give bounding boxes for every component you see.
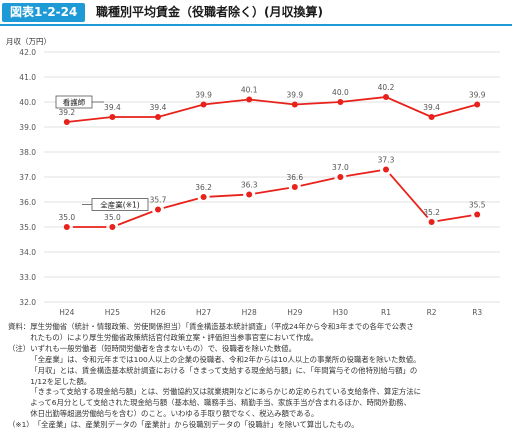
figure-title: 職種別平均賃金（役職者除く）(月収換算) xyxy=(96,5,323,19)
data-label: 39.4 xyxy=(423,103,440,112)
data-point xyxy=(155,206,161,213)
series-label-all: 全産業(※1) xyxy=(100,200,139,210)
y-tick-label: 33.0 xyxy=(19,273,36,282)
note-line: 休日出勤等超過労働給与を含む）のこと。いわゆる手取り額でなく、税込み額である。 xyxy=(30,409,319,419)
note-line: 「全産業」は、令和元年までは100人以上の企業の役職者、令和2年からは10人以上… xyxy=(30,354,421,364)
data-point xyxy=(383,94,389,100)
note-line: いずれも一般労働者（短時間労働者を含まないもの）で、役職者を除いた数値。 xyxy=(30,343,296,353)
y-axis-label: 月収（万円） xyxy=(6,37,51,46)
x-tick-label: R3 xyxy=(472,308,482,316)
data-label: 39.9 xyxy=(195,91,212,100)
x-tick-label: R1 xyxy=(381,308,391,316)
data-point xyxy=(200,194,207,200)
series-segment-1 xyxy=(209,193,244,198)
note-row: 資料： 厚生労働省（統計・情報政策、労使関係担当）「賃金構造基本統計調査」（平成2… xyxy=(8,322,506,344)
data-label: 36.2 xyxy=(195,183,212,192)
notes-section: 資料： 厚生労働省（統計・情報政策、労使関係担当）「賃金構造基本統計調査」（平成2… xyxy=(8,322,506,431)
y-tick-label: 34.0 xyxy=(19,248,36,257)
note-body: 厚生労働省（統計・情報政策、労使関係担当）「賃金構造基本統計調査」（平成24年か… xyxy=(30,322,506,344)
series-segment-1 xyxy=(437,214,472,222)
data-point xyxy=(246,96,253,103)
y-tick-label: 36.0 xyxy=(19,198,36,207)
data-label: 39.9 xyxy=(286,91,303,100)
data-point xyxy=(291,184,298,190)
note-line: よって6月分として支給された現金給与額（基本給、職務手当、精勤手当、家族手当が含… xyxy=(30,398,411,408)
series-label-nurse: 看護師 xyxy=(63,97,86,107)
data-point xyxy=(63,224,70,230)
note-line: 厚生労働省（統計・情報政策、労使関係担当）「賃金構造基本統計調査」（平成24年か… xyxy=(30,322,414,331)
note-line: 「月収」とは、賃金構造基本統計調査における「きまって支給する現金給与額」に、「年… xyxy=(30,365,418,375)
data-point xyxy=(291,101,298,108)
x-tick-label: H24 xyxy=(59,308,74,316)
note-line: 「きまって支給する現金給与額」とは、労働協約又は就業規則などにあらかじめ定められ… xyxy=(30,387,422,397)
data-label: 36.6 xyxy=(286,173,303,182)
y-tick-label: 32.0 xyxy=(19,298,36,307)
note-body: 「全産業」は、産業別データの「産業計」から役職別データの「役職計」を除いて算出し… xyxy=(34,420,506,431)
x-tick-label: H27 xyxy=(196,308,211,316)
data-label: 35.2 xyxy=(423,208,440,217)
data-label: 39.4 xyxy=(150,103,167,112)
data-label: 37.0 xyxy=(332,163,349,172)
data-point xyxy=(383,166,389,173)
data-label: 35.0 xyxy=(58,213,75,222)
note-row: （※1） 「全産業」は、産業別データの「産業計」から役職別データの「役職計」を除い… xyxy=(8,420,506,431)
data-label: 40.2 xyxy=(378,83,395,92)
y-tick-label: 38.0 xyxy=(19,148,36,157)
series-segment-1 xyxy=(389,173,429,219)
data-label: 37.3 xyxy=(378,156,395,165)
series-segment-1 xyxy=(346,169,381,177)
data-point xyxy=(428,114,435,120)
y-tick-label: 40.0 xyxy=(19,98,36,107)
note-line: 1/12を足した額。 xyxy=(30,376,92,386)
figure-number-badge: 図表1-2-24 xyxy=(2,3,86,22)
data-point xyxy=(246,191,253,198)
x-tick-label: H25 xyxy=(105,308,120,316)
series-label-box: 看護師 xyxy=(55,95,104,109)
data-point xyxy=(155,114,161,120)
note-head: （注） xyxy=(8,343,31,353)
line-chart: 月収（万円） 32.0 33.0 34.0 35.0 36.0 37.0 38.0 39.0 40… xyxy=(6,37,500,316)
x-tick-label: R2 xyxy=(427,308,437,316)
series-segment-1 xyxy=(117,210,153,226)
data-point xyxy=(428,219,435,225)
data-point xyxy=(474,211,481,218)
note-row: （注） いずれも一般労働者（短時間労働者を含まないもの）で、役職者を除いた数値。「… xyxy=(8,344,506,420)
note-line: 「全産業」は、産業別データの「産業計」から役職別データの「役職計」を除いて算出し… xyxy=(33,420,359,430)
data-point xyxy=(109,224,116,230)
data-label: 40.1 xyxy=(241,86,258,95)
data-label: 39.9 xyxy=(469,91,486,100)
series-label-box: 全産業(※1) xyxy=(82,198,149,211)
data-label: 40.0 xyxy=(332,88,349,97)
data-label: 39.2 xyxy=(58,108,75,117)
y-tick-label: 35.0 xyxy=(19,223,36,232)
note-line: れたもの）により厚生労働省政策統括官付政策立案・評価担当参事官室において作成。 xyxy=(30,332,319,342)
y-tick-label: 39.0 xyxy=(19,123,36,132)
data-point xyxy=(200,101,207,108)
series-line-0 xyxy=(66,96,478,123)
data-label: 35.0 xyxy=(104,213,121,222)
x-tick-label: H29 xyxy=(287,308,302,316)
note-body: いずれも一般労働者（短時間労働者を含まないもの）で、役職者を除いた数値。 「全産業… xyxy=(30,344,506,420)
note-head: （※1） xyxy=(8,420,34,430)
data-point xyxy=(474,101,481,108)
x-tick-label: H30 xyxy=(333,308,348,316)
data-label: 35.5 xyxy=(469,201,486,210)
data-label: 36.3 xyxy=(241,181,258,190)
series-segment-1 xyxy=(163,197,199,209)
figure-header: 図表1-2-24 職種別平均賃金（役職者除く）(月収換算) xyxy=(0,0,512,26)
data-point xyxy=(63,119,70,125)
note-head: 資料： xyxy=(8,322,31,331)
data-point xyxy=(337,99,344,105)
x-tick-label: H28 xyxy=(242,308,257,316)
data-point xyxy=(109,114,116,120)
data-label: 39.4 xyxy=(104,103,121,112)
series-segment-1 xyxy=(300,177,335,187)
y-tick-label: 42.0 xyxy=(19,48,36,57)
y-tick-label: 41.0 xyxy=(19,73,36,82)
y-tick-label: 37.0 xyxy=(19,173,36,182)
data-point xyxy=(337,174,344,180)
data-label: 35.7 xyxy=(150,196,167,205)
series-segment-1 xyxy=(254,187,290,195)
x-tick-label: H26 xyxy=(150,308,165,316)
